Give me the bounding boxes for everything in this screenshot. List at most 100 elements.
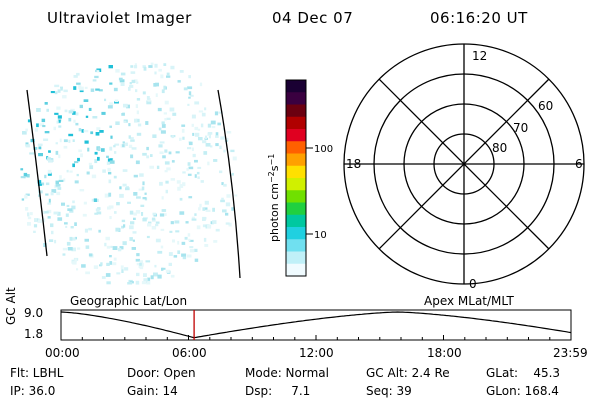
emission-pixel (136, 262, 140, 266)
emission-pixel (72, 163, 75, 168)
emission-pixel (208, 134, 211, 139)
emission-pixel (57, 115, 62, 119)
emission-pixel (168, 262, 172, 266)
emission-pixel (84, 228, 88, 233)
emission-pixel (157, 107, 162, 112)
emission-pixel (89, 165, 94, 170)
aurora-emission-speckles (20, 62, 238, 285)
emission-pixel (124, 267, 129, 271)
emission-pixel (198, 137, 203, 141)
emission-pixel (221, 182, 224, 186)
emission-pixel (68, 133, 74, 137)
emission-pixel (197, 166, 202, 169)
emission-pixel (120, 82, 125, 86)
emission-pixel (72, 139, 75, 142)
emission-pixel (95, 88, 100, 91)
emission-pixel (164, 100, 169, 105)
emission-pixel (203, 151, 208, 155)
emission-pixel (108, 65, 113, 69)
emission-pixel (108, 171, 112, 175)
emission-pixel (134, 118, 138, 123)
emission-pixel (94, 212, 98, 215)
emission-pixel (114, 99, 119, 103)
emission-pixel (204, 200, 209, 205)
emission-pixel (202, 218, 206, 221)
emission-pixel (37, 180, 42, 184)
emission-pixel (205, 135, 207, 140)
emission-pixel (146, 235, 150, 239)
emission-pixel (181, 241, 186, 245)
emission-pixel (146, 155, 150, 159)
emission-pixel (122, 144, 125, 148)
emission-pixel (169, 107, 175, 112)
emission-pixel (159, 213, 165, 217)
emission-pixel (45, 182, 50, 186)
emission-pixel (130, 65, 134, 68)
emission-pixel (166, 117, 171, 120)
emission-pixel (225, 212, 229, 216)
emission-pixel (187, 86, 193, 90)
emission-pixel (76, 268, 79, 271)
emission-pixel (68, 247, 73, 251)
colorbar-swatch (286, 116, 306, 130)
emission-pixel (154, 264, 157, 268)
emission-pixel (113, 175, 117, 179)
emission-pixel (194, 174, 197, 178)
emission-pixel (110, 245, 113, 248)
emission-pixel (53, 126, 56, 131)
emission-pixel (143, 66, 147, 71)
emission-pixel (148, 65, 153, 68)
emission-pixel (41, 118, 46, 123)
emission-pixel (106, 262, 110, 266)
emission-pixel (33, 147, 38, 150)
emission-pixel (116, 202, 120, 206)
emission-pixel (159, 141, 165, 144)
mlt-label-18: 18 (346, 157, 361, 171)
emission-pixel (79, 189, 85, 192)
emission-pixel (130, 137, 134, 140)
emission-pixel (94, 151, 98, 155)
emission-pixel (88, 227, 92, 231)
emission-pixel (152, 134, 157, 138)
emission-pixel (33, 224, 38, 228)
emission-pixel (158, 68, 162, 72)
emission-pixel (53, 211, 59, 215)
emission-pixel (68, 110, 74, 114)
emission-pixel (27, 222, 31, 226)
colorbar-swatch (286, 80, 306, 93)
instrument-title: Ultraviolet Imager (47, 9, 192, 27)
emission-pixel (70, 108, 75, 111)
emission-pixel (115, 227, 120, 232)
emission-pixel (97, 147, 101, 151)
emission-pixel (121, 113, 125, 116)
timeline-tick-0000: 00:00 (45, 346, 80, 360)
emission-pixel (215, 132, 219, 136)
emission-pixel (27, 119, 31, 123)
emission-pixel (25, 128, 28, 132)
emission-pixel (46, 108, 49, 112)
emission-pixel (58, 125, 62, 128)
emission-pixel (135, 160, 140, 165)
emission-pixel (214, 111, 219, 116)
emission-pixel (88, 107, 92, 111)
emission-pixel (163, 85, 166, 90)
emission-pixel (93, 198, 98, 202)
emission-pixel (20, 168, 24, 171)
emission-pixel (189, 239, 194, 242)
emission-pixel (171, 135, 174, 139)
emission-pixel (150, 62, 154, 66)
emission-pixel (206, 224, 212, 229)
emission-pixel (182, 256, 187, 260)
emission-pixel (42, 218, 46, 223)
emission-pixel (225, 222, 230, 225)
emission-pixel (133, 174, 138, 178)
emission-pixel (63, 89, 68, 93)
mlat-label-70: 70 (513, 121, 528, 135)
colorbar-swatch (286, 153, 306, 167)
timeline-right-label: Apex MLat/MLT (424, 294, 514, 308)
emission-pixel (109, 125, 112, 128)
emission-pixel (101, 148, 105, 152)
emission-pixel (105, 273, 111, 277)
emission-pixel (168, 252, 173, 256)
emission-pixel (172, 112, 177, 116)
